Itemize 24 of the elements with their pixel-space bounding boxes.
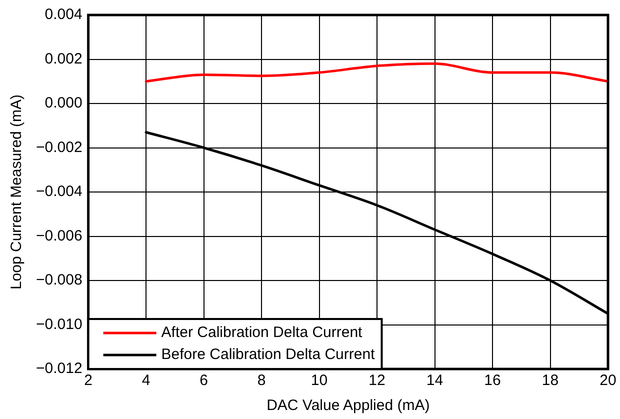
x-tick-label: 12 — [368, 372, 386, 390]
x-tick-label: 18 — [542, 372, 559, 390]
x-axis-title: DAC Value Applied (mA) — [266, 397, 430, 414]
y-tick-label: 0.004 — [44, 6, 82, 24]
x-tick-label: 4 — [142, 372, 150, 390]
y-tick-label: 0.002 — [44, 50, 82, 68]
x-tick-label: 20 — [600, 372, 616, 390]
x-tick-label: 14 — [426, 372, 444, 390]
y-tick-label: −0.006 — [36, 227, 82, 244]
x-tick-label: 10 — [310, 372, 328, 390]
y-tick-label: −0.004 — [36, 183, 82, 200]
legend-label: Before Calibration Delta Current — [161, 346, 376, 364]
y-axis-title: Loop Current Measured (mA) — [8, 94, 26, 290]
y-tick-label: −0.012 — [36, 360, 82, 378]
y-tick-label: 0.000 — [44, 94, 82, 112]
legend-label: After Calibration Delta Current — [161, 324, 364, 342]
x-tick-label: 2 — [84, 372, 92, 390]
y-tick-label: −0.010 — [36, 316, 82, 333]
y-tick-label: −0.008 — [36, 272, 82, 289]
x-tick-label: 6 — [200, 372, 208, 390]
y-tick-label: −0.002 — [36, 138, 82, 156]
x-tick-label: 16 — [484, 372, 501, 390]
x-tick-label: 8 — [257, 372, 266, 390]
line-series — [144, 62, 608, 83]
